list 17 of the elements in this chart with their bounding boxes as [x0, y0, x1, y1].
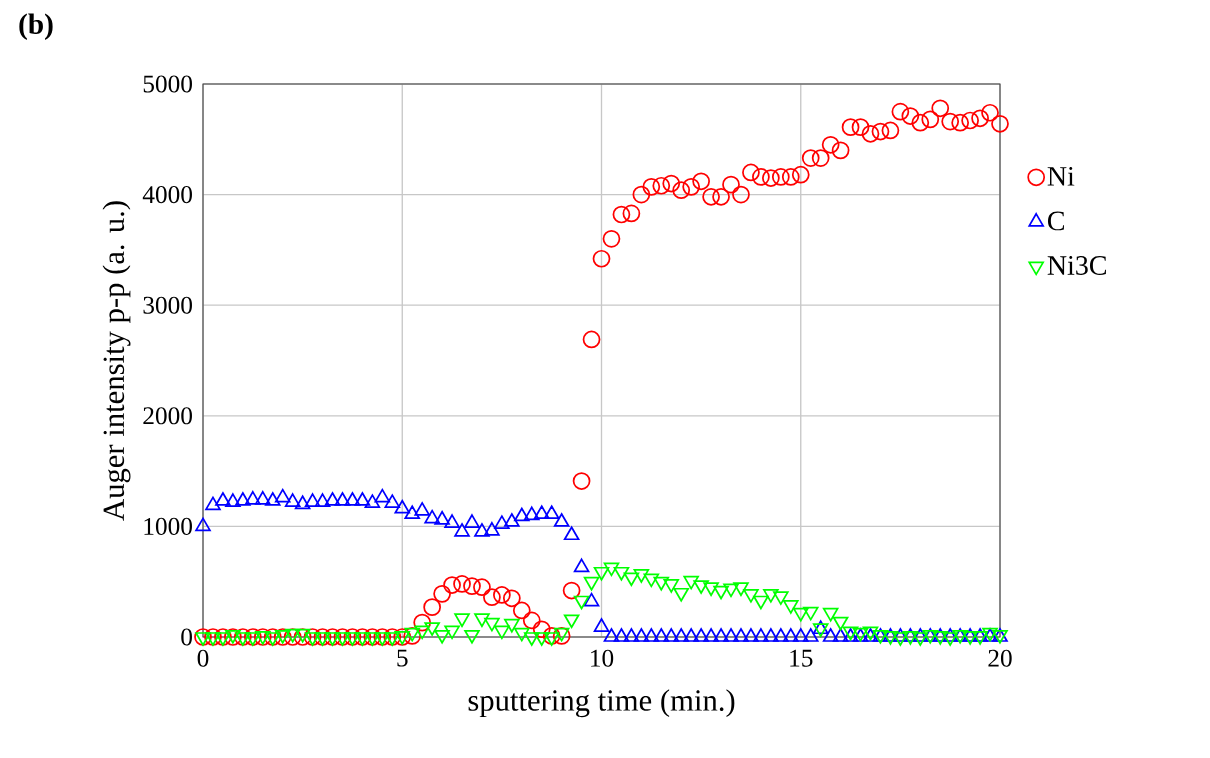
y-tick-label: 0 [181, 628, 192, 646]
y-tick-label: 1000 [144, 517, 192, 535]
x-tick-label: 20 [988, 649, 1012, 667]
x-tick-label: 15 [790, 649, 813, 667]
x-tick-label: 0 [197, 649, 209, 667]
x-axis-title: sputtering time (min.) [468, 689, 735, 718]
y-tick-label: 4000 [142, 186, 192, 204]
legend-label: Ni3C [1047, 256, 1106, 275]
text: (b) [19, 13, 53, 40]
legend-label: C [1048, 211, 1064, 231]
y-tick-label: 2000 [143, 407, 192, 425]
legend-label: Ni [1047, 167, 1075, 186]
y-axis-title: Auger intensity p-p (a. u.) [102, 201, 131, 521]
x-tick-label: 5 [397, 649, 408, 667]
x-tick-label: 10 [591, 649, 614, 667]
y-tick-label: 3000 [143, 296, 192, 314]
y-tick-label: 5000 [143, 75, 192, 93]
